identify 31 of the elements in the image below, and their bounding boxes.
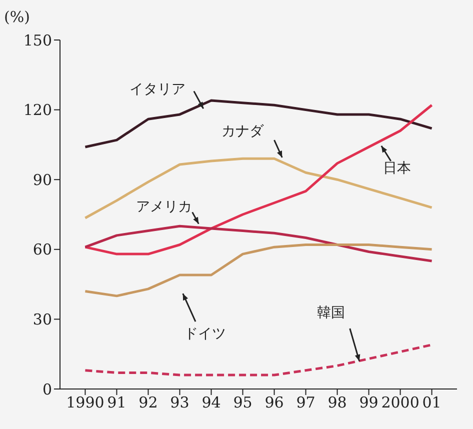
series-label: 日本 xyxy=(383,160,412,177)
x-tick-label: 98 xyxy=(328,394,347,412)
line-series xyxy=(84,243,434,298)
y-axis-title: (%) xyxy=(4,8,30,26)
series-label: アメリカ xyxy=(136,199,192,216)
x-tick-label: 95 xyxy=(233,394,252,412)
line-series xyxy=(84,224,434,262)
x-tick-label: 96 xyxy=(264,394,284,412)
text: ドイツ xyxy=(184,326,226,342)
y-tick-label: 0 xyxy=(42,380,52,398)
x-tick-label: 94 xyxy=(202,394,221,412)
y-tick-label: 60 xyxy=(32,240,52,259)
y-tick-label: 120 xyxy=(23,101,52,120)
x-tick-label: 91 xyxy=(107,394,126,412)
y-tick-label: 150 xyxy=(23,31,52,50)
x-tick-label: 93 xyxy=(170,394,190,412)
line-series xyxy=(84,157,434,220)
x-tick-label: 99 xyxy=(359,394,378,412)
line-series xyxy=(84,104,434,256)
x-tick-label: 92 xyxy=(138,394,158,412)
y-tick-label: 30 xyxy=(32,310,52,329)
x-tick-label: 1990 xyxy=(66,394,104,412)
text: 韓国 xyxy=(316,304,345,321)
line-series xyxy=(84,99,434,148)
x-tick-label: 2000 xyxy=(381,394,420,412)
series-label: イタリア xyxy=(130,82,186,98)
x-tick-label: 97 xyxy=(296,394,316,412)
line-series xyxy=(84,344,434,376)
series-label: カナダ xyxy=(222,123,265,140)
x-tick-label: 01 xyxy=(422,394,442,412)
y-tick-label: 90 xyxy=(32,170,52,189)
